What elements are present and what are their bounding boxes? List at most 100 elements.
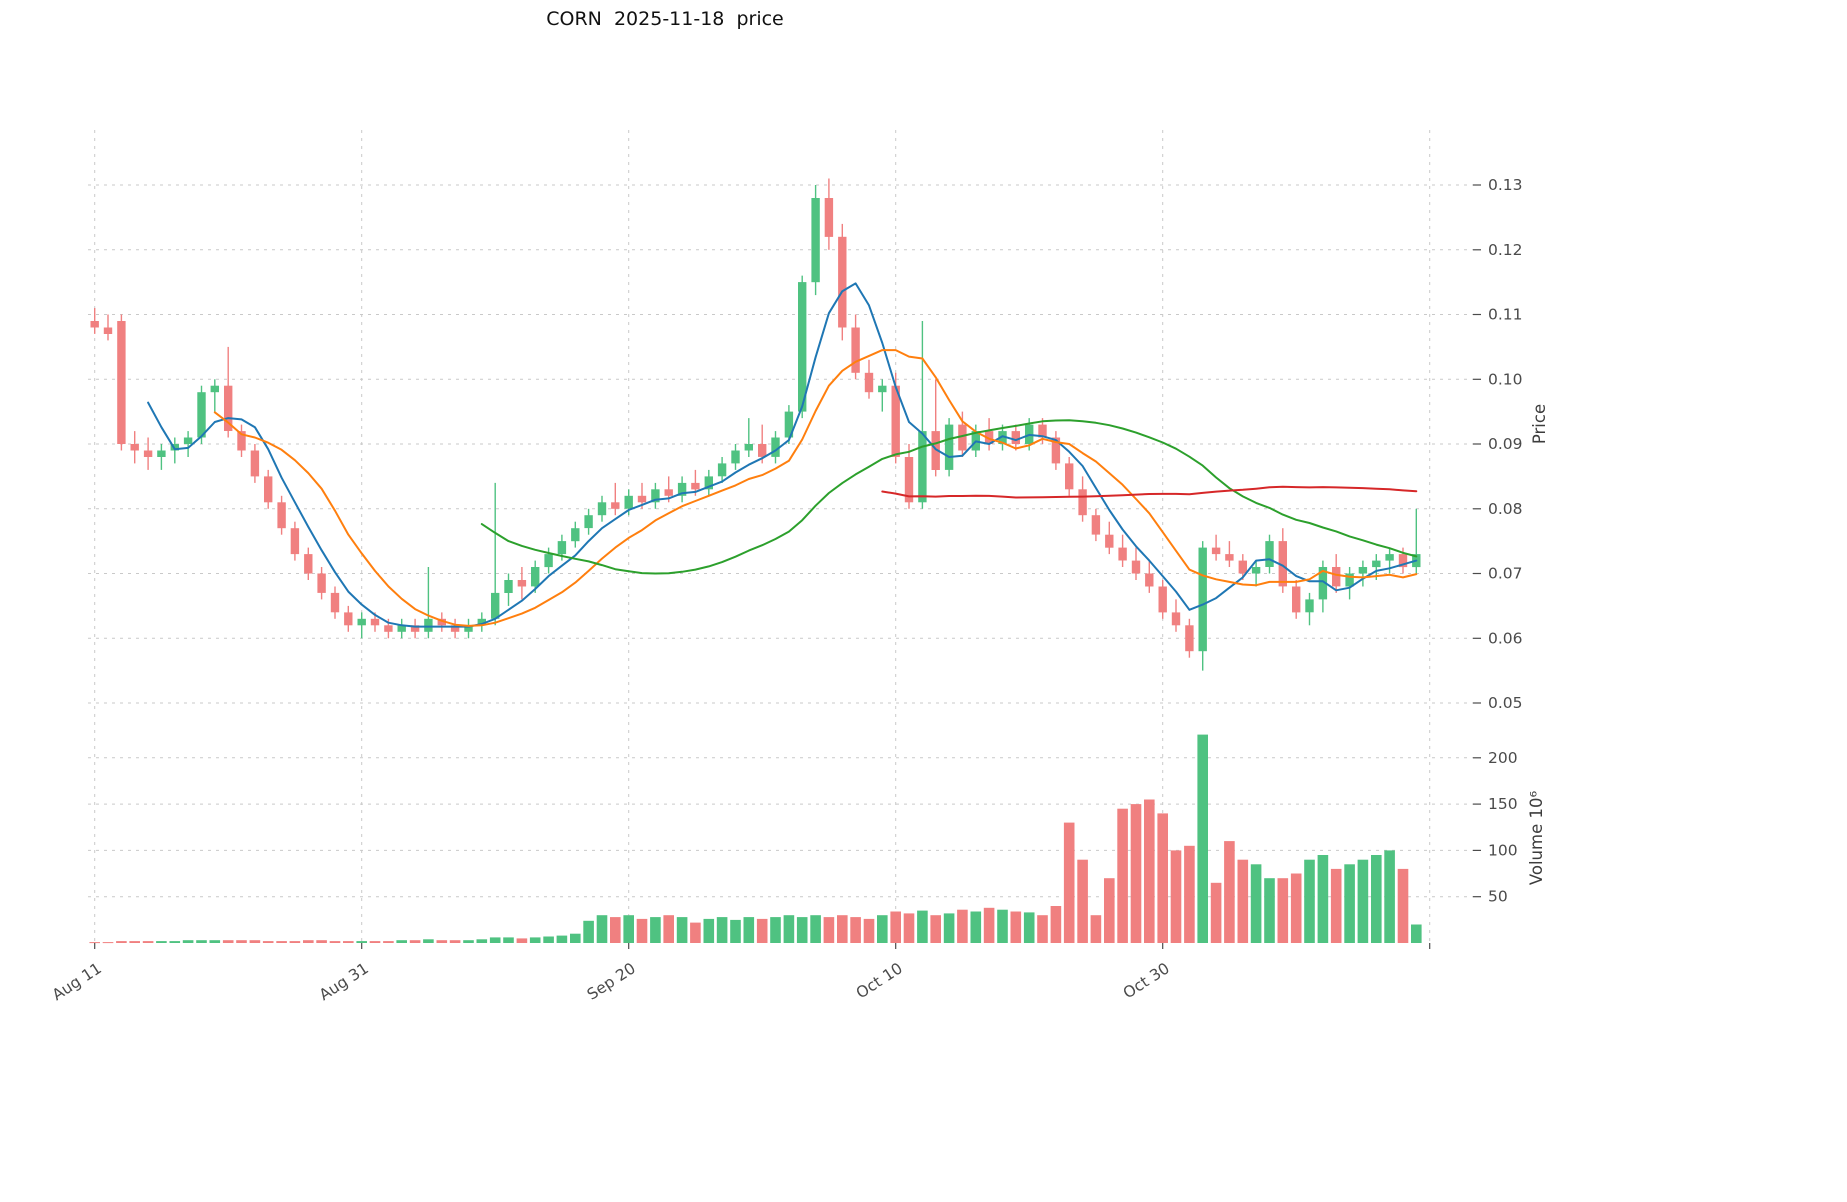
volume-bar [1237, 859, 1249, 943]
candle-body [717, 463, 727, 477]
candle-body [344, 612, 353, 626]
volume-bar [823, 917, 835, 943]
volume-bar [129, 941, 140, 943]
volume-bar [943, 913, 955, 943]
volume-bar [716, 917, 728, 943]
date-tick-label: Sep 20 [584, 959, 639, 1003]
candle-body [1158, 586, 1167, 613]
candle-body [637, 495, 647, 503]
volume-bar [810, 915, 821, 943]
candle-body [90, 321, 99, 328]
candle-body [597, 502, 607, 516]
candle-body [1318, 567, 1328, 600]
volume-bar [1330, 868, 1342, 943]
candle-body [918, 431, 927, 503]
volume-bar [650, 917, 661, 943]
candle-body [437, 618, 446, 626]
date-axis: Aug 11 Aug 31 Sep 20 Oct 10 Oct 30 [49, 943, 1431, 1004]
volume-bar [1104, 878, 1115, 943]
candle-body [1145, 573, 1154, 587]
candle-body [1251, 567, 1261, 574]
volume-bar [409, 940, 421, 943]
price-tick-label: 0.06 [1488, 629, 1523, 647]
candle-body [504, 580, 513, 593]
candle-body [397, 625, 406, 632]
volume-tick-label: 50 [1488, 888, 1508, 906]
candles [90, 178, 1421, 671]
candle-body [1292, 586, 1301, 613]
volume-bar [449, 940, 461, 943]
candle-body [851, 327, 860, 373]
candle-body [410, 625, 420, 632]
volume-bar [289, 941, 301, 943]
candle-body [571, 528, 580, 542]
volume-bar [903, 913, 915, 943]
volume-axis-title: Volume 10⁶ [1527, 791, 1546, 886]
volume-bar [556, 935, 568, 943]
volume-bar [1264, 878, 1275, 943]
candle-body [304, 554, 313, 574]
candle-body [1238, 560, 1247, 574]
date-tick-label: Oct 10 [853, 959, 906, 1002]
candle-body [491, 592, 500, 619]
volume-bar [1010, 911, 1022, 943]
volume-bar [1290, 873, 1302, 943]
volume-bar [543, 936, 554, 943]
price-tick-label: 0.10 [1488, 370, 1523, 388]
volume-bar [369, 941, 381, 943]
candle-body [517, 580, 527, 587]
volume-bar [676, 917, 688, 943]
candle-body [1118, 547, 1127, 561]
candle-body [1265, 541, 1274, 567]
volume-bar [222, 940, 234, 943]
volume-bar [743, 917, 755, 943]
chart-title: CORN 2025-11-18 price [546, 8, 784, 30]
candle-body [1131, 560, 1141, 574]
date-tick-label: Aug 11 [49, 959, 105, 1004]
volume-tick-label: 150 [1488, 795, 1518, 813]
volume-bar [343, 941, 354, 943]
candle-body [330, 592, 340, 613]
volume-bar [1344, 864, 1355, 943]
candle-body [1332, 567, 1341, 587]
volume-bar [570, 933, 581, 943]
volume-bar [837, 915, 848, 943]
candle-body [477, 618, 486, 626]
date-tick-label: Oct 30 [1120, 959, 1173, 1002]
volume-bar [690, 922, 701, 943]
candle-body [731, 450, 740, 464]
volume-bar [703, 918, 715, 943]
volume-bar [209, 940, 221, 943]
volume-bar [1357, 859, 1369, 943]
candle-body [611, 502, 620, 509]
volume-bar [770, 917, 781, 943]
candle-body [904, 457, 914, 503]
volume-bar [1144, 799, 1155, 943]
volume-bar [730, 919, 741, 943]
volume-bar [1277, 878, 1289, 943]
candle-body [784, 411, 794, 438]
volume-bar [917, 910, 928, 943]
volume-bar [383, 941, 394, 943]
volume-bar [329, 941, 341, 943]
candle-body [197, 392, 206, 438]
volume-bar [156, 941, 167, 943]
candle-body [1105, 534, 1114, 548]
volume-bar [1037, 915, 1048, 943]
candle-body [758, 444, 767, 457]
candle-body [1051, 437, 1061, 464]
volume-bar [783, 915, 795, 943]
candle-body [531, 567, 540, 587]
volume-bar [1317, 855, 1329, 943]
candle-body [1198, 547, 1207, 652]
volume-bar [1063, 822, 1075, 943]
sma-medium-line [213, 349, 1418, 627]
price-tick-label: 0.13 [1488, 176, 1523, 194]
volume-bar [1077, 859, 1088, 943]
volume-bar [116, 941, 127, 943]
volume-bar [983, 907, 995, 943]
candle-body [183, 437, 193, 444]
candle-body [984, 431, 994, 444]
volume-bar [1397, 868, 1409, 943]
volume-bar [1117, 808, 1128, 943]
